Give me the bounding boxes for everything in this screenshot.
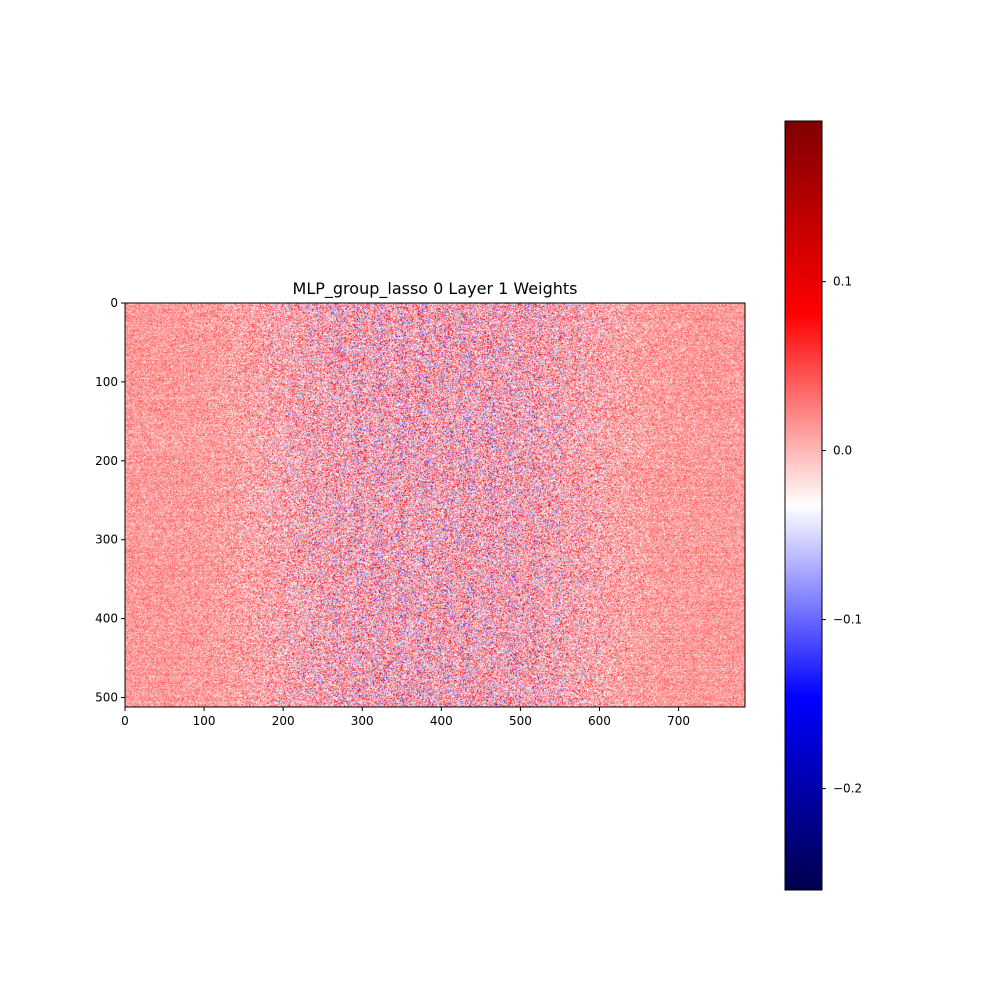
y-tick-label: 200 <box>95 454 118 468</box>
y-tick-label: 300 <box>95 533 118 547</box>
x-tick-label: 600 <box>588 714 611 728</box>
colorbar-tick-label: −0.1 <box>833 613 862 627</box>
heatmap-image <box>125 303 745 707</box>
y-tick-label: 0 <box>110 296 118 310</box>
x-tick-label: 300 <box>351 714 374 728</box>
y-tick-label: 100 <box>95 375 118 389</box>
y-tick-label: 500 <box>95 691 118 705</box>
colorbar-ticks: 0.1 0.0 −0.1 −0.2 <box>822 275 862 796</box>
x-tick-label: 700 <box>667 714 690 728</box>
x-axis: 0 100 200 300 400 500 600 700 <box>121 707 690 728</box>
x-tick-label: 500 <box>509 714 532 728</box>
colorbar-frame <box>784 120 823 891</box>
heatmap-frame <box>124 302 746 708</box>
colorbar-tick-label: 0.0 <box>833 444 852 458</box>
x-tick-label: 200 <box>272 714 295 728</box>
colorbar-tick-label: 0.1 <box>833 275 852 289</box>
x-tick-label: 400 <box>430 714 453 728</box>
colorbar: 0.1 0.0 −0.1 −0.2 <box>784 120 862 891</box>
x-tick-label: 100 <box>193 714 216 728</box>
y-axis: 0 100 200 300 400 500 <box>95 296 125 705</box>
colorbar-gradient <box>785 121 822 890</box>
y-tick-label: 400 <box>95 612 118 626</box>
colorbar-tick-label: −0.2 <box>833 782 862 796</box>
heatmap <box>124 302 746 708</box>
x-tick-label: 0 <box>121 714 129 728</box>
chart-title: MLP_group_lasso 0 Layer 1 Weights <box>293 279 578 299</box>
